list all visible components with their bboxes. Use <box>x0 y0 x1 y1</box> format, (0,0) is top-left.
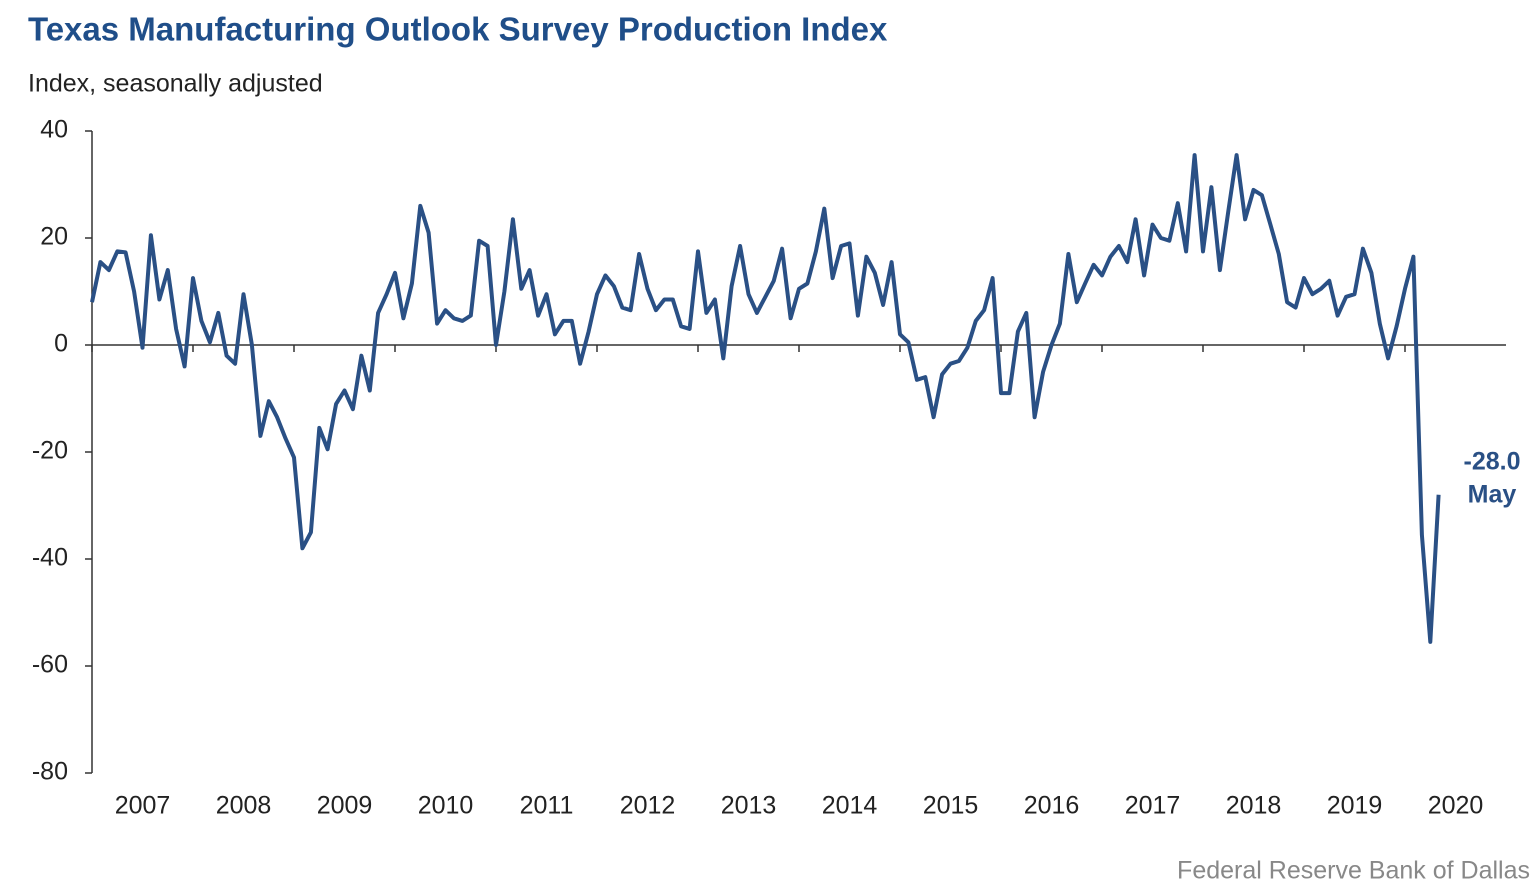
y-tick-label: -80 <box>32 758 68 786</box>
chart-title: Texas Manufacturing Outlook Survey Produ… <box>28 11 888 48</box>
x-tick-label: 2018 <box>1226 792 1282 820</box>
line <box>90 153 1441 644</box>
x-tick-label: 2015 <box>923 792 979 820</box>
x-tick-label: 2007 <box>115 792 171 820</box>
annotation: May <box>1468 481 1517 509</box>
x-tick-label: 2010 <box>418 792 474 820</box>
x-tick-label: 2011 <box>520 792 574 820</box>
y-tick-label: 20 <box>40 223 68 251</box>
y-tick-label: 0 <box>54 330 68 358</box>
x-tick-label: 2014 <box>822 792 878 820</box>
y-tick-label: -40 <box>32 544 68 572</box>
annotation: -28.0 <box>1464 448 1521 476</box>
x-tick-label: 2013 <box>721 792 777 820</box>
y-tick-label: -20 <box>32 437 68 465</box>
source: Federal Reserve Bank of Dallas <box>1177 857 1530 885</box>
x-tick-label: 2016 <box>1024 792 1080 820</box>
chart-subtitle: Index, seasonally adjusted <box>28 70 323 98</box>
x-tick-label: 2017 <box>1125 792 1181 820</box>
x-tick-label: 2012 <box>620 792 676 820</box>
x-tick-label: 2009 <box>317 792 373 820</box>
y-tick-label: -60 <box>32 651 68 679</box>
x-tick-label: 2008 <box>216 792 272 820</box>
y-tick-label: 40 <box>40 116 68 144</box>
x-tick-label: 2019 <box>1327 792 1383 820</box>
x-tick-label: 2020 <box>1428 792 1484 820</box>
